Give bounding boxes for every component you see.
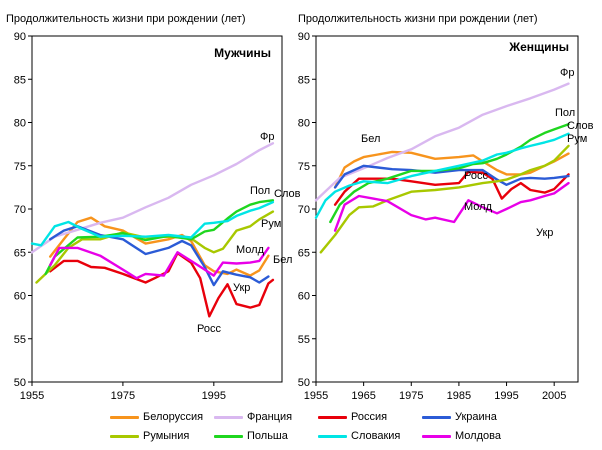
- series-label-women-fr: Фр: [560, 67, 574, 79]
- x-tick-label: 1975: [111, 390, 135, 402]
- legend-label-ro: Румыния: [143, 430, 190, 442]
- y-tick-label: 75: [298, 161, 310, 173]
- ylabel-women: Продолжительность жизни при рождении (ле…: [298, 13, 538, 25]
- y-tick-label: 50: [298, 377, 310, 389]
- series-label-men-ru: Росс: [197, 323, 221, 335]
- y-tick-label: 85: [298, 74, 310, 86]
- legend-swatch-sk: [318, 435, 347, 438]
- y-tick-label: 90: [14, 31, 26, 43]
- series-label-men-fr: Фр: [260, 131, 274, 143]
- chart-panel-women: Продолжительность жизни при рождении (ле…: [298, 13, 594, 402]
- legend-label-md: Молдова: [455, 430, 501, 442]
- series-label-men-pl: Пол: [250, 185, 270, 197]
- x-tick-label: 1995: [202, 390, 226, 402]
- y-tick-label: 55: [14, 334, 26, 346]
- series-label-women-ro: Рум: [567, 133, 587, 145]
- y-tick-label: 50: [14, 377, 26, 389]
- y-tick-label: 60: [298, 291, 310, 303]
- series-line-by: [49, 216, 270, 277]
- series-label-women-md: Молд: [464, 201, 493, 213]
- x-tick-label: 1995: [494, 390, 518, 402]
- x-tick-label: 1975: [399, 390, 423, 402]
- series-men: [30, 142, 275, 318]
- x-ticks-men: 1955 1975 1995: [20, 382, 226, 402]
- y-tick-label: 85: [14, 74, 26, 86]
- series-line-fr: [314, 82, 570, 202]
- x-tick-label: 2005: [542, 390, 566, 402]
- series-women: [314, 82, 570, 254]
- y-tick-label: 80: [298, 118, 310, 130]
- series-label-men-ro: Рум: [261, 218, 281, 230]
- series-line-md: [333, 181, 570, 232]
- legend-swatch-ua: [422, 416, 451, 419]
- legend-swatch-fr: [214, 416, 243, 419]
- ylabel-men: Продолжительность жизни при рождении (ле…: [6, 13, 246, 25]
- series-line-fr: [30, 142, 275, 254]
- series-label-men-sk: Слов: [274, 188, 301, 200]
- legend-swatch-ru: [318, 416, 347, 419]
- series-labels-men: Фр Пол Слов Рум Молд Бел Укр Росс: [197, 131, 301, 335]
- series-label-women-ua: Укр: [536, 227, 553, 239]
- x-tick-label: 1985: [447, 390, 471, 402]
- series-label-women-pl: Пол: [555, 107, 575, 119]
- legend-label-by: Белоруссия: [143, 411, 204, 423]
- y-tick-label: 55: [298, 334, 310, 346]
- x-tick-label: 1955: [20, 390, 44, 402]
- series-line-md: [49, 246, 270, 280]
- series-label-men-ua: Укр: [233, 282, 250, 294]
- series-line-sk: [314, 132, 570, 219]
- series-line-ua: [333, 164, 570, 189]
- legend-swatch-pl: [214, 435, 243, 438]
- x-ticks-women: 1955 1965 1975 1985 1995 2005: [304, 382, 566, 402]
- series-label-women-sk: Слов: [567, 120, 594, 132]
- panel-title-women: Женщины: [508, 40, 569, 54]
- legend-swatch-md: [422, 435, 451, 438]
- series-labels-women: Фр Пол Слов Рум Бел Росс Молд Укр: [361, 67, 594, 239]
- legend-label-sk: Словакия: [351, 430, 401, 442]
- x-tick-label: 1965: [351, 390, 375, 402]
- chart-panel-men: Продолжительность жизни при рождении (ле…: [6, 13, 301, 402]
- series-label-women-ru: Росс: [464, 170, 488, 182]
- y-ticks-men: 50 55 60 65 70 75 80 85 90: [14, 31, 32, 389]
- y-tick-label: 65: [298, 247, 310, 259]
- y-tick-label: 65: [14, 247, 26, 259]
- series-line-ru: [333, 170, 570, 206]
- series-line-pl: [329, 123, 570, 224]
- legend-swatch-ro: [110, 435, 139, 438]
- y-tick-label: 75: [14, 161, 26, 173]
- series-line-pl: [44, 199, 275, 276]
- legend-label-fr: Франция: [247, 411, 293, 423]
- series-line-by: [333, 150, 570, 189]
- y-tick-label: 70: [14, 204, 26, 216]
- legend-swatch-by: [110, 416, 139, 419]
- series-line-ro: [319, 144, 570, 254]
- y-tick-label: 60: [14, 291, 26, 303]
- legend-label-pl: Польша: [247, 430, 288, 442]
- series-label-men-by: Бел: [273, 254, 292, 266]
- x-tick-label: 1955: [304, 390, 328, 402]
- y-ticks-women: 50 55 60 65 70 75 80 85 90: [298, 31, 316, 389]
- y-tick-label: 70: [298, 204, 310, 216]
- legend-label-ua: Украина: [455, 411, 497, 423]
- series-label-women-by: Бел: [361, 133, 380, 145]
- series-label-men-md: Молд: [236, 244, 265, 256]
- legend-label-ru: Россия: [351, 411, 388, 423]
- series-line-sk: [30, 200, 275, 247]
- y-tick-label: 80: [14, 118, 26, 130]
- y-tick-label: 90: [298, 31, 310, 43]
- panel-title-men: Мужчины: [214, 46, 271, 60]
